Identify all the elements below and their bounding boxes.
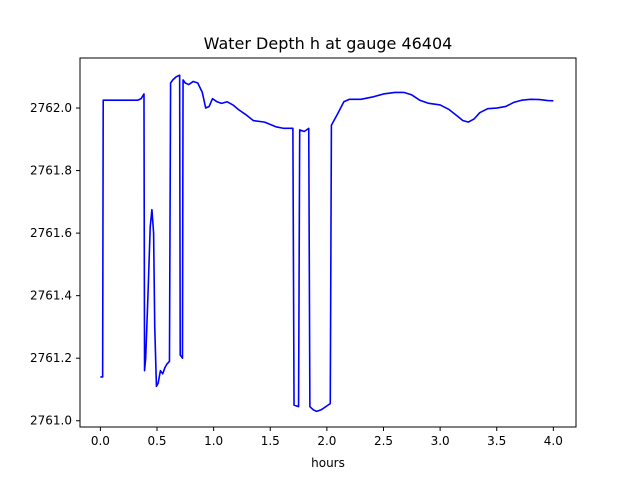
x-tick-label: 2.0 <box>317 434 336 448</box>
y-tick-label: 2761.0 <box>30 414 72 428</box>
plot-area <box>79 57 577 428</box>
x-axis-ticks: 0.0 0.5 1.0 1.5 2.0 2.5 3.0 3.5 4.0 <box>91 427 563 448</box>
y-axis-ticks: 2761.0 2761.2 2761.4 2761.6 2761.8 2762.0 <box>30 101 80 428</box>
y-tick-label: 2761.4 <box>30 289 72 303</box>
x-tick-label: 1.0 <box>204 434 223 448</box>
chart-title: Water Depth h at gauge 46404 <box>204 34 453 53</box>
series-line-0 <box>100 74 554 413</box>
y-tick-label: 2761.6 <box>30 226 72 240</box>
x-tick-label: 3.5 <box>487 434 506 448</box>
y-tick-label: 2761.8 <box>30 164 72 178</box>
x-tick-label: 3.0 <box>431 434 450 448</box>
y-tick-label: 2761.2 <box>30 351 72 365</box>
x-tick-label: 2.5 <box>374 434 393 448</box>
x-axis-label: hours <box>311 456 345 470</box>
x-tick-label: 0.5 <box>147 434 166 448</box>
x-tick-label: 0.0 <box>91 434 110 448</box>
x-tick-label: 4.0 <box>544 434 563 448</box>
x-tick-label: 1.5 <box>261 434 280 448</box>
plot-frame <box>79 57 577 428</box>
y-tick-label: 2762.0 <box>30 101 72 115</box>
